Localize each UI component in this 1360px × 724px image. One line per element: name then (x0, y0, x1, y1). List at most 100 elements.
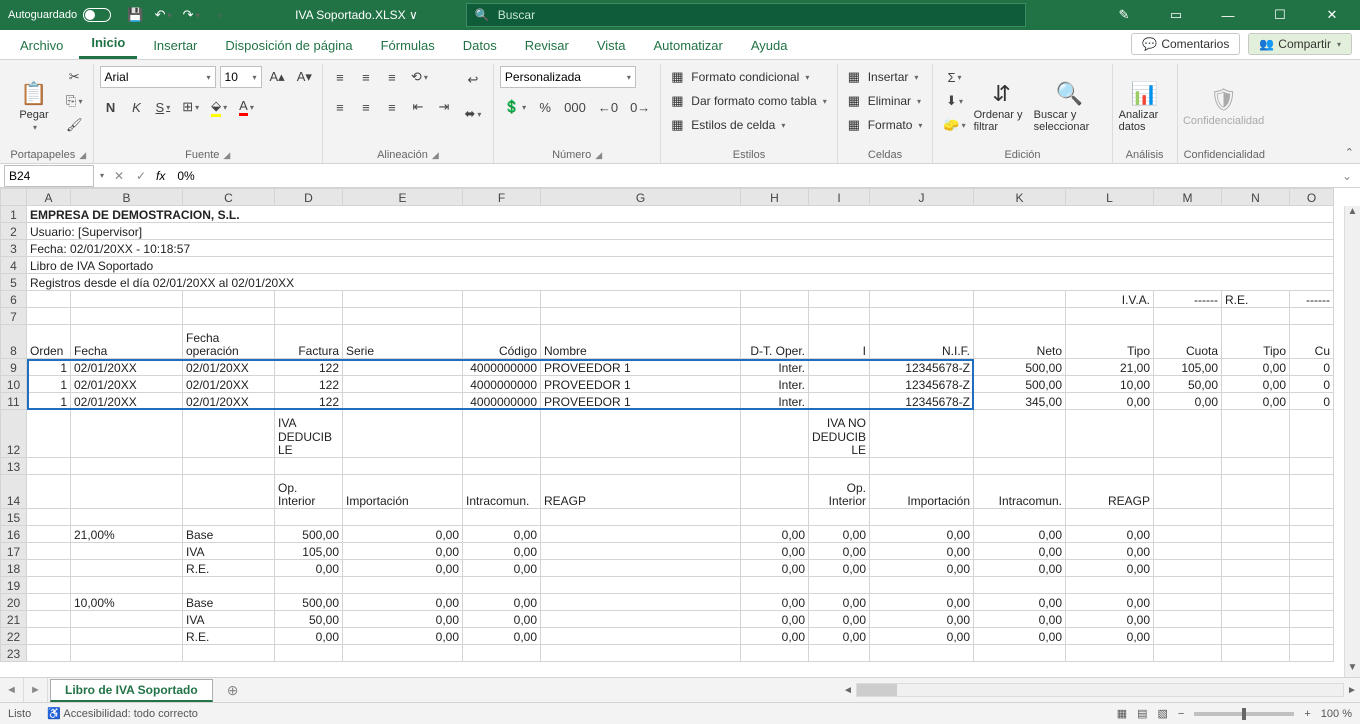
cell[interactable]: Orden (27, 325, 71, 359)
cell[interactable] (1222, 475, 1290, 509)
cell[interactable]: 0,00 (974, 594, 1066, 611)
percent-button[interactable]: % (534, 96, 556, 118)
cell[interactable] (870, 645, 974, 662)
cell[interactable] (463, 509, 541, 526)
cell[interactable] (1154, 458, 1222, 475)
cell[interactable] (1066, 645, 1154, 662)
row-header[interactable]: 1 (1, 206, 27, 223)
cell[interactable] (27, 611, 71, 628)
cell[interactable] (741, 458, 809, 475)
tab-insertar[interactable]: Insertar (141, 32, 209, 59)
cell[interactable]: 0,00 (343, 611, 463, 628)
row-header[interactable]: 13 (1, 458, 27, 475)
cancel-formula-icon[interactable]: ✕ (108, 165, 130, 187)
cell[interactable] (183, 291, 275, 308)
cut-icon[interactable]: ✂ (62, 66, 87, 88)
cell[interactable]: PROVEEDOR 1 (541, 393, 741, 410)
autosum-button[interactable]: Σ▾ (939, 66, 969, 88)
cell[interactable] (1290, 645, 1334, 662)
cell[interactable] (541, 509, 741, 526)
cell[interactable] (541, 410, 741, 458)
cell[interactable]: 345,00 (974, 393, 1066, 410)
cell[interactable] (741, 291, 809, 308)
cell[interactable]: Cuota (1154, 325, 1222, 359)
cell[interactable]: 4000000000 (463, 359, 541, 376)
cell[interactable]: 02/01/20XX (71, 359, 183, 376)
align-center-icon[interactable]: ≡ (355, 96, 377, 118)
cell[interactable] (343, 308, 463, 325)
comments-button[interactable]: 💬 Comentarios (1131, 33, 1240, 55)
cell[interactable] (343, 577, 463, 594)
tab-archivo[interactable]: Archivo (8, 32, 75, 59)
cell[interactable]: IVA (183, 611, 275, 628)
analyze-data-button[interactable]: 📊Analizar datos (1119, 66, 1171, 147)
align-right-icon[interactable]: ≡ (381, 96, 403, 118)
cell[interactable] (1222, 628, 1290, 645)
cell[interactable]: 0,00 (343, 560, 463, 577)
cell[interactable] (541, 577, 741, 594)
cell[interactable] (27, 543, 71, 560)
cell[interactable]: Op.Interior (275, 475, 343, 509)
cell[interactable]: 21,00 (1066, 359, 1154, 376)
cell[interactable]: 0,00 (463, 594, 541, 611)
cell[interactable]: 0,00 (343, 628, 463, 645)
cell[interactable]: Fecha (71, 325, 183, 359)
cell[interactable] (741, 475, 809, 509)
cell[interactable] (541, 526, 741, 543)
cell[interactable]: 02/01/20XX (183, 359, 275, 376)
cell[interactable] (1154, 543, 1222, 560)
cell[interactable]: PROVEEDOR 1 (541, 359, 741, 376)
cell[interactable]: 02/01/20XX (183, 376, 275, 393)
autosave-toggle[interactable]: Autoguardado (8, 8, 111, 22)
tab-vista[interactable]: Vista (585, 32, 638, 59)
cell[interactable] (974, 308, 1066, 325)
cell[interactable]: 0 (1290, 376, 1334, 393)
cell[interactable] (809, 393, 870, 410)
cell[interactable]: Intracomun. (463, 475, 541, 509)
cell[interactable]: 10,00 (1066, 376, 1154, 393)
cell[interactable] (809, 509, 870, 526)
cell[interactable] (1154, 577, 1222, 594)
cell[interactable] (27, 509, 71, 526)
cell[interactable] (183, 645, 275, 662)
cell[interactable]: 0,00 (1066, 543, 1154, 560)
cell[interactable] (974, 410, 1066, 458)
cell[interactable]: 4000000000 (463, 393, 541, 410)
cell[interactable]: Fecha: 02/01/20XX - 10:18:57 (27, 240, 1334, 257)
cell[interactable]: Factura (275, 325, 343, 359)
cell[interactable] (1290, 560, 1334, 577)
ribbon-mode-icon[interactable]: ▭ (1156, 7, 1196, 23)
cell[interactable]: Registros desde el día 02/01/20XX al 02/… (27, 274, 1334, 291)
sheet-nav-next-icon[interactable]: ► (24, 678, 48, 702)
cell[interactable] (541, 458, 741, 475)
cell[interactable]: 0 (1290, 393, 1334, 410)
number-format-select[interactable]: Personalizada▾ (500, 66, 636, 88)
cell[interactable]: 0,00 (974, 526, 1066, 543)
cell[interactable] (183, 410, 275, 458)
cell[interactable]: 4000000000 (463, 376, 541, 393)
cell[interactable]: R.E. (183, 628, 275, 645)
cell[interactable] (974, 291, 1066, 308)
cell[interactable] (463, 410, 541, 458)
align-middle-icon[interactable]: ≡ (355, 66, 377, 88)
cell[interactable]: I.V.A. (1066, 291, 1154, 308)
borders-button[interactable]: ⊞▾ (178, 96, 203, 118)
cell[interactable]: 0,00 (463, 560, 541, 577)
row-header[interactable]: 4 (1, 257, 27, 274)
cell[interactable] (741, 577, 809, 594)
cell[interactable]: 02/01/20XX (183, 393, 275, 410)
cell[interactable]: 02/01/20XX (71, 393, 183, 410)
cell[interactable] (1222, 577, 1290, 594)
cell[interactable] (1290, 526, 1334, 543)
cell[interactable] (809, 308, 870, 325)
cell[interactable]: 122 (275, 376, 343, 393)
cell[interactable] (1154, 628, 1222, 645)
tab-revisar[interactable]: Revisar (513, 32, 581, 59)
cell[interactable] (1290, 628, 1334, 645)
row-header[interactable]: 7 (1, 308, 27, 325)
cell[interactable]: EMPRESA DE DEMOSTRACION, S.L. (27, 206, 1334, 223)
cell[interactable]: REAGP (1066, 475, 1154, 509)
filename-label[interactable]: IVA Soportado.XLSX ∨ (295, 8, 418, 22)
cell[interactable]: Cu (1290, 325, 1334, 359)
cell[interactable]: 122 (275, 393, 343, 410)
